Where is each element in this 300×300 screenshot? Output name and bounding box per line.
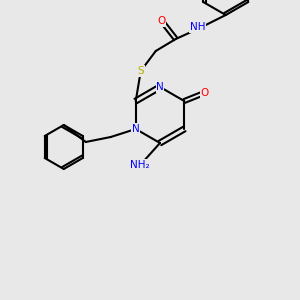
Text: N: N [132,124,140,134]
Text: O: O [200,88,208,98]
Text: NH₂: NH₂ [130,160,150,170]
Text: S: S [137,66,144,76]
Text: O: O [158,16,166,26]
Text: N: N [156,82,164,92]
Text: NH: NH [190,22,206,32]
